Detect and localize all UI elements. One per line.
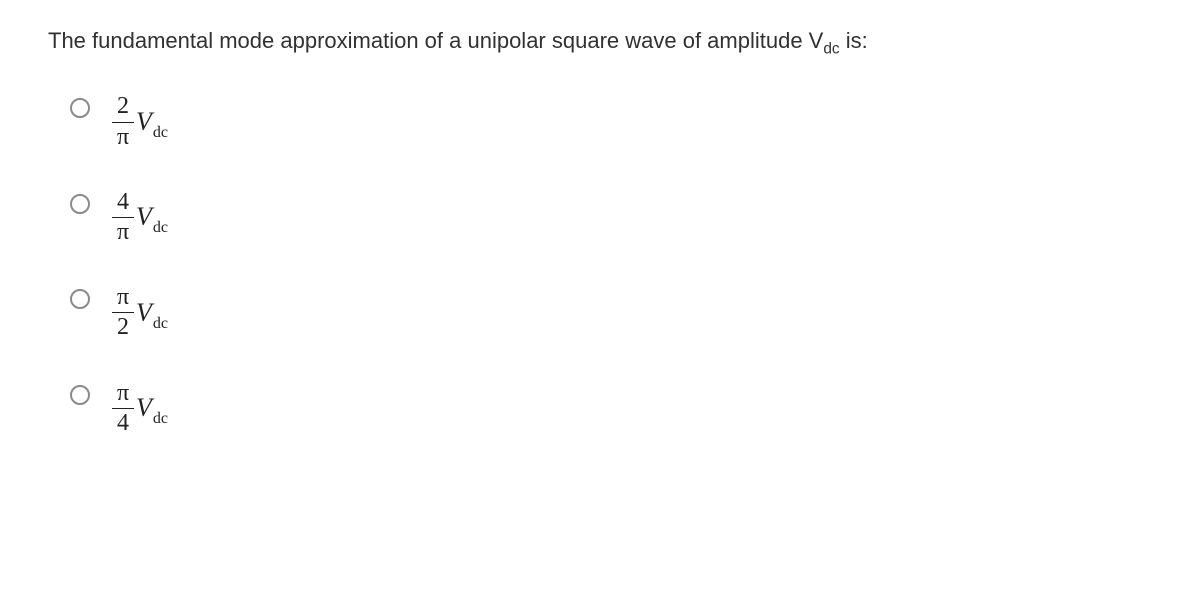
fraction-bar	[112, 217, 134, 218]
option-3[interactable]: π 2 V dc	[70, 285, 1152, 340]
fraction-denominator: π	[115, 220, 131, 245]
option-4-expression: π 4 V dc	[112, 381, 168, 436]
fraction-bar	[112, 312, 134, 313]
option-2-expression: 4 π V dc	[112, 190, 168, 245]
quiz-page: The fundamental mode approximation of a …	[0, 0, 1200, 464]
question-pre: The fundamental mode approximation of a …	[48, 28, 823, 53]
variable-main: V	[136, 204, 152, 230]
variable: V dc	[136, 204, 168, 230]
variable-subscript: dc	[153, 220, 168, 236]
fraction-denominator: 4	[115, 411, 131, 436]
fraction-bar	[112, 122, 134, 123]
variable: V dc	[136, 395, 168, 421]
variable: V dc	[136, 109, 168, 135]
fraction-denominator: 2	[115, 315, 131, 340]
question-subscript: dc	[823, 40, 839, 57]
fraction-numerator: π	[115, 285, 131, 310]
variable-main: V	[136, 300, 152, 326]
option-2[interactable]: 4 π V dc	[70, 190, 1152, 245]
fraction-bar	[112, 408, 134, 409]
option-1[interactable]: 2 π V dc	[70, 94, 1152, 149]
fraction-numerator: 2	[115, 94, 131, 119]
variable: V dc	[136, 300, 168, 326]
variable-subscript: dc	[153, 125, 168, 141]
option-4[interactable]: π 4 V dc	[70, 381, 1152, 436]
question-post: is:	[840, 28, 868, 53]
question-text: The fundamental mode approximation of a …	[48, 28, 1152, 58]
fraction: π 2	[112, 285, 134, 340]
fraction: π 4	[112, 381, 134, 436]
variable-subscript: dc	[153, 411, 168, 427]
fraction: 4 π	[112, 190, 134, 245]
fraction-numerator: π	[115, 381, 131, 406]
variable-main: V	[136, 395, 152, 421]
variable-subscript: dc	[153, 316, 168, 332]
option-3-expression: π 2 V dc	[112, 285, 168, 340]
fraction-denominator: π	[115, 125, 131, 150]
radio-icon[interactable]	[70, 98, 90, 118]
option-1-expression: 2 π V dc	[112, 94, 168, 149]
fraction: 2 π	[112, 94, 134, 149]
radio-icon[interactable]	[70, 289, 90, 309]
fraction-numerator: 4	[115, 190, 131, 215]
variable-main: V	[136, 109, 152, 135]
radio-icon[interactable]	[70, 385, 90, 405]
options-list: 2 π V dc 4 π V dc	[48, 94, 1152, 436]
radio-icon[interactable]	[70, 194, 90, 214]
